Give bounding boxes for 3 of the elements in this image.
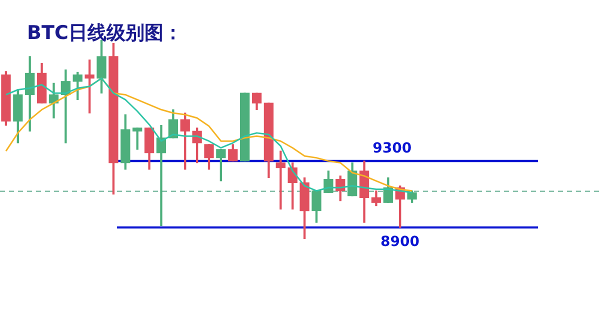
annotation: 9300 bbox=[372, 140, 412, 157]
annotation: 8900 bbox=[380, 234, 420, 250]
chart-title: BTC日线级别图： bbox=[27, 21, 182, 46]
